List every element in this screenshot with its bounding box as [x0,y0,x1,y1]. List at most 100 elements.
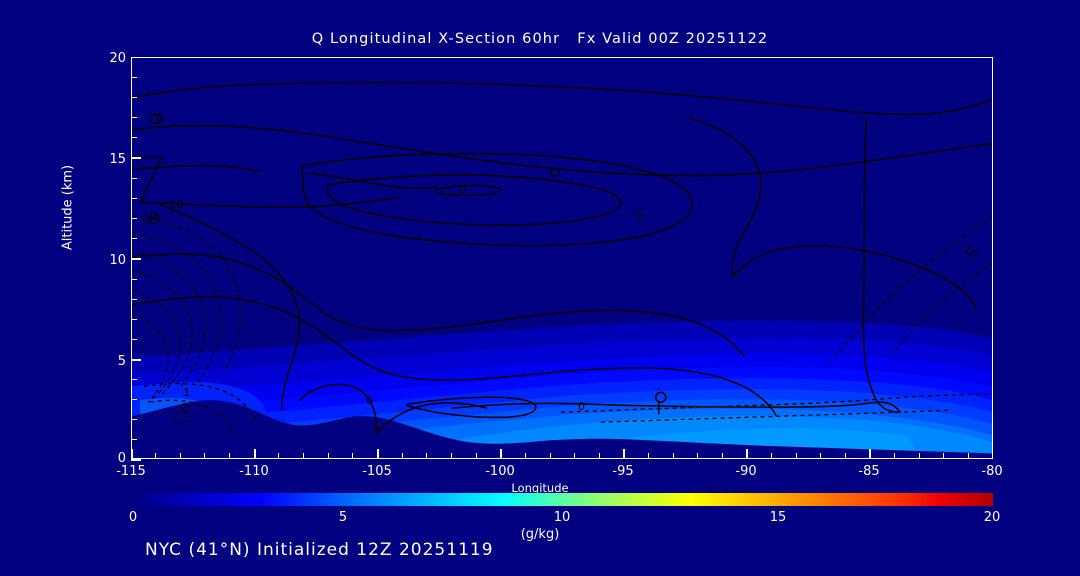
x-tickmark [525,453,527,459]
x-tickmark [771,453,773,459]
contour-right-ridge [686,116,762,278]
contour-neg-40 [132,270,193,395]
contour-neg-50 [132,290,181,403]
cross-section-field [132,58,992,458]
contour-neg-20 [132,232,222,383]
contour-neg-10-right-b [891,262,992,355]
x-tickmark [254,449,256,459]
colorbar[interactable] [131,493,993,506]
x-tickmark [746,449,748,459]
x-tickmark [845,453,847,459]
contour-neg-pocket-a [143,382,257,421]
contour-upper-2 [132,124,992,177]
y-tick-10: 10 [109,253,126,268]
x-tick-105: -105 [362,464,392,479]
x-tickmark [722,453,724,459]
contour-zero-left [132,164,260,173]
x-tickmark [500,449,502,459]
contour-label: 0 [459,184,466,197]
x-tickmark [697,453,699,459]
colorbar-tick-10: 10 [553,510,571,525]
x-tickmark [131,449,133,459]
x-tickmark [550,453,552,459]
x-tick-95: -95 [612,464,634,479]
x-tickmark [426,453,428,459]
y-tickmark [131,117,137,119]
contour-lower-mid [132,296,778,417]
contour-zero-left-b [307,172,438,189]
x-tickmark [377,449,379,459]
contour-neg-30 [132,252,207,391]
x-tickmark [574,453,576,459]
x-tickmark [943,453,945,459]
x-tickmark [155,453,157,459]
x-tick-100: -100 [485,464,515,479]
x-tickmark [820,453,822,459]
colorbar-units: (g/kg) [520,527,560,542]
contour-right-arc [732,245,977,310]
plot-area [131,57,993,459]
x-tickmark [894,453,896,459]
contour-neg-surface-right [560,393,992,413]
x-tick-90: -90 [735,464,757,479]
x-tickmark [869,449,871,459]
x-tickmark [278,453,280,459]
x-tickmark [204,453,206,459]
y-tickmark [131,198,137,200]
y-tickmark [131,218,137,220]
colorbar-tick-0: 0 [128,510,138,525]
contour-neg-pocket-b [149,399,235,439]
colorbar-title: Longitude [511,481,569,495]
contour-label: 0 [578,400,585,413]
contour-cell-outer [300,152,693,247]
contour-right-vertical [862,117,901,413]
colorbar-tick-5: 5 [338,510,348,525]
contour-mid-level [132,253,746,357]
x-tickmark [352,453,354,459]
contour-neg-10 [132,214,242,373]
x-tickmark [229,453,231,459]
contour-surface-left-b [374,402,488,435]
x-tickmark [180,453,182,459]
contour-neg-10-right-a [829,216,992,363]
x-tickmark [623,449,625,459]
y-axis-title: Altitude (km) [60,164,76,251]
y-tick-5: 5 [117,354,126,369]
y-tickmark [131,319,137,321]
contour-label: 0 [366,394,373,407]
contour-marker-b [550,167,560,178]
x-tickmark [451,453,453,459]
y-tickmark [131,97,137,99]
y-tickmark [131,178,137,180]
x-tickmark [648,453,650,459]
x-tickmark [303,453,305,459]
x-tickmark [402,453,404,459]
y-tickmark [131,77,137,79]
x-tickmark [919,453,921,459]
contour-marker-c [655,391,667,404]
x-tick-80: -80 [981,464,1003,479]
colorbar-tick-15: 15 [769,510,787,525]
y-tick-20: 20 [109,51,126,66]
y-tickmark [131,238,137,240]
colorbar-tick-20: 20 [983,510,1001,525]
x-tickmark [476,453,478,459]
y-tickmark [131,419,137,421]
contour-cell-inner [326,174,622,226]
contour-label: 0 [181,401,188,414]
chart-title: Q Longitudinal X-Section 60hr Fx Valid 0… [311,31,769,47]
y-tick-15: 15 [109,152,126,167]
y-tickmark [131,399,137,401]
x-tickmark [673,453,675,459]
y-tickmark [131,279,137,281]
y-tickmark [131,157,141,159]
chart-caption: NYC (41°N) Initialized 12Z 20251119 [145,540,494,560]
contour-upper-1 [132,81,992,116]
colorbar-gradient [131,493,993,506]
y-tickmark [131,137,137,139]
y-tick-0: 0 [117,451,126,466]
terrain-mask [132,400,992,458]
contour-descending-left [159,203,300,411]
temperature-contours-negative [132,214,992,439]
